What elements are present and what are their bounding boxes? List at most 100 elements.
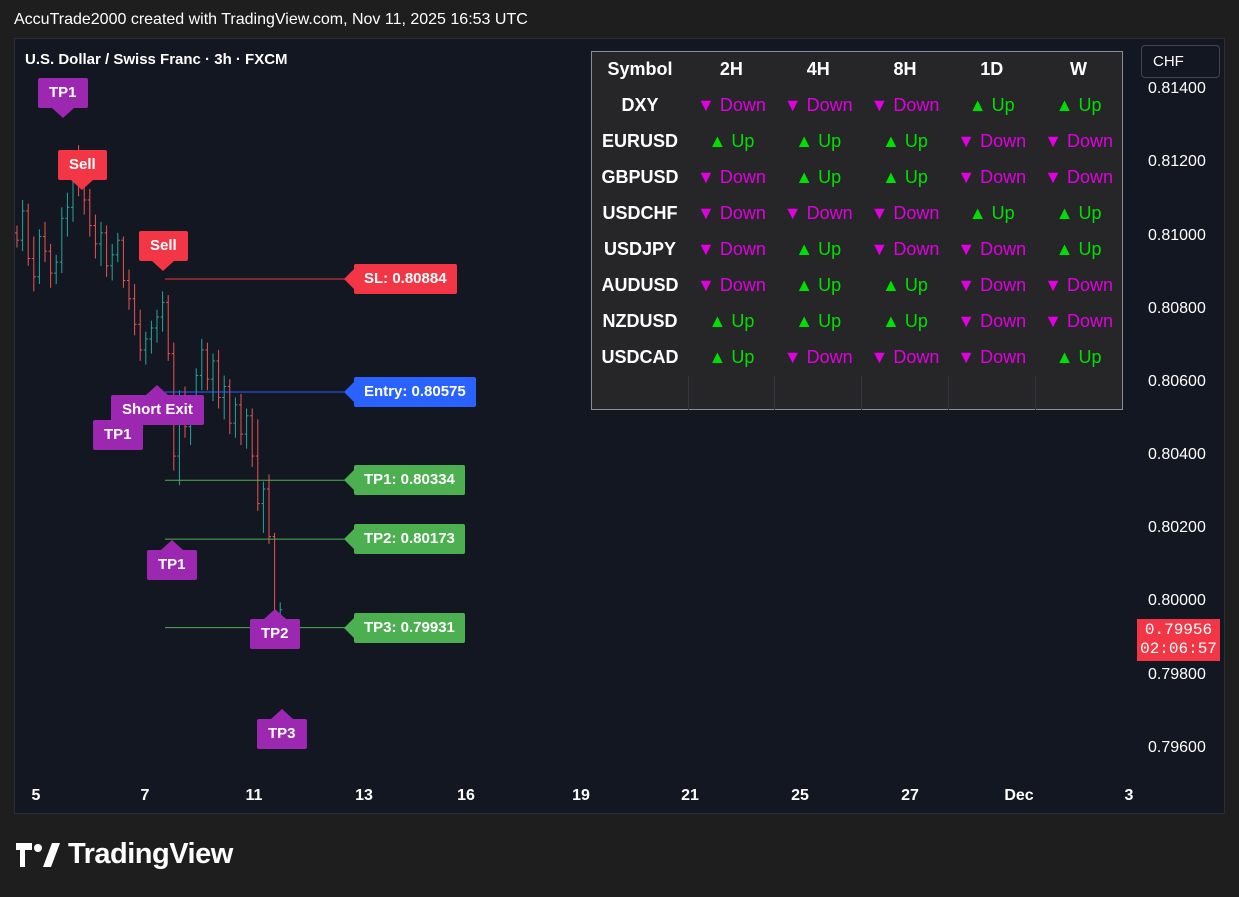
- header-4h: 4H: [806, 59, 830, 80]
- triangle-up-icon: ▲: [1055, 95, 1079, 115]
- trend-value: Down: [806, 203, 853, 223]
- trend-cell: ▼ Down: [1035, 304, 1122, 340]
- empty-cell: [688, 375, 776, 410]
- triangle-down-icon: ▼: [1044, 167, 1067, 187]
- trend-cell: ▼ Down: [948, 232, 1035, 268]
- trend-cell: ▲ Up: [775, 232, 862, 268]
- trend-cell: ▼ Down: [862, 340, 949, 376]
- trend-value: Down: [980, 167, 1027, 187]
- trend-symbol: GBPUSD: [601, 167, 679, 187]
- trend-cell: ▲ Up: [688, 340, 775, 376]
- triangle-down-icon: ▼: [697, 167, 720, 187]
- trend-cell: ▼ Down: [1035, 268, 1122, 304]
- chart-panel[interactable]: U.S. Dollar / Swiss Franc · 3h · FXCM SL…: [14, 38, 1225, 814]
- trend-value: Up: [1078, 239, 1102, 259]
- price-tick-label: 0.79800: [1148, 665, 1206, 683]
- header-1d: 1D: [980, 59, 1004, 80]
- trend-value: Up: [818, 275, 842, 295]
- date-tick-label: 5: [31, 787, 41, 804]
- trend-value: Up: [1078, 95, 1102, 115]
- tp1-marker-top: TP1: [38, 78, 88, 118]
- trend-symbol: NZDUSD: [602, 311, 678, 331]
- trend-cell: ▲ Up: [688, 304, 775, 340]
- triangle-up-icon: ▲: [795, 131, 819, 151]
- trend-value: Down: [893, 95, 940, 115]
- trend-row: NZDUSD ▲ Up ▲ Up ▲ Up ▼ Down ▼ Down: [592, 304, 1123, 340]
- price-tick-label: 0.80200: [1148, 519, 1206, 537]
- price-tick-label: 0.81000: [1148, 226, 1206, 244]
- trend-row: AUDUSD ▼ Down ▲ Up ▲ Up ▼ Down ▼ Down: [592, 268, 1123, 304]
- trend-cell: ▼ Down: [948, 340, 1035, 376]
- currency-selector[interactable]: CHF: [1141, 45, 1220, 78]
- price-tick-label: 0.81200: [1148, 153, 1206, 171]
- trend-cell: ▼ Down: [775, 88, 862, 124]
- triangle-down-icon: ▼: [957, 275, 981, 295]
- trend-value: Down: [1066, 311, 1113, 331]
- trend-cell: ▲ Up: [775, 160, 862, 196]
- empty-cell: [591, 375, 689, 410]
- trend-cell: ▲ Up: [1035, 196, 1122, 232]
- tp1-marker-mid: TP1: [93, 420, 143, 450]
- triangle-up-icon: ▲: [1055, 239, 1079, 259]
- triangle-up-icon: ▲: [968, 203, 992, 223]
- header-attribution: AccuTrade2000 created with TradingView.c…: [14, 11, 528, 28]
- tradingview-logo-icon: [16, 842, 60, 867]
- trend-cell: ▼ Down: [775, 340, 862, 376]
- trend-value: Down: [893, 347, 940, 367]
- triangle-down-icon: ▼: [957, 311, 981, 331]
- trend-value: Up: [731, 131, 755, 151]
- tp1-level-tag: TP1: 0.80334: [344, 465, 465, 496]
- triangle-down-icon: ▼: [870, 203, 894, 223]
- triangle-up-icon: ▲: [968, 95, 992, 115]
- triangle-down-icon: ▼: [783, 203, 807, 223]
- header-w: W: [1070, 59, 1088, 80]
- trend-value: Down: [893, 203, 940, 223]
- last-price-badge: 0.79956 02:06:57: [1137, 619, 1220, 661]
- bar-countdown: 02:06:57: [1140, 640, 1217, 658]
- trend-cell: ▼ Down: [948, 268, 1035, 304]
- trend-value: Down: [719, 167, 766, 187]
- trend-row: EURUSD ▲ Up ▲ Up ▲ Up ▼ Down ▼ Down: [592, 124, 1123, 160]
- triangle-up-icon: ▲: [795, 167, 819, 187]
- triangle-down-icon: ▼: [1044, 131, 1067, 151]
- trend-cell: ▼ Down: [1035, 124, 1122, 160]
- triangle-down-icon: ▼: [783, 95, 807, 115]
- triangle-up-icon: ▲: [795, 239, 819, 259]
- trend-value: Up: [904, 167, 928, 187]
- date-tick-label: 11: [245, 787, 263, 804]
- triangle-down-icon: ▼: [957, 347, 981, 367]
- triangle-down-icon: ▼: [957, 167, 981, 187]
- tradingview-logo[interactable]: TradingView: [16, 838, 233, 871]
- trend-cell: ▼ Down: [1035, 160, 1122, 196]
- trend-row: GBPUSD ▼ Down ▲ Up ▲ Up ▼ Down ▼ Down: [592, 160, 1123, 196]
- triangle-up-icon: ▲: [882, 311, 905, 331]
- triangle-down-icon: ▼: [870, 95, 894, 115]
- triangle-down-icon: ▼: [783, 347, 807, 367]
- trend-value: Up: [1078, 347, 1102, 367]
- entry-level-tag: Entry: 0.80575: [344, 377, 476, 408]
- trend-value: Down: [1066, 167, 1113, 187]
- triangle-up-icon: ▲: [708, 347, 732, 367]
- trend-value: Up: [818, 239, 842, 259]
- trend-value: Up: [818, 131, 842, 151]
- triangle-up-icon: ▲: [882, 167, 905, 187]
- trend-row: USDCHF ▼ Down ▼ Down ▼ Down ▲ Up ▲ Up: [592, 196, 1123, 232]
- trend-cell: ▲ Up: [862, 160, 949, 196]
- candles-group: [15, 145, 283, 643]
- triangle-up-icon: ▲: [708, 311, 732, 331]
- trend-value: Up: [818, 311, 842, 331]
- trend-cell: ▲ Up: [775, 268, 862, 304]
- brand-name: TradingView: [68, 838, 233, 870]
- trend-value: Up: [991, 203, 1015, 223]
- triangle-up-icon: ▲: [795, 275, 819, 295]
- triangle-down-icon: ▼: [697, 203, 720, 223]
- trend-cell: ▼ Down: [862, 196, 949, 232]
- trend-value: Down: [1066, 275, 1113, 295]
- date-tick-label: 7: [140, 787, 150, 804]
- trend-value: Down: [806, 95, 853, 115]
- trend-value: Down: [1066, 131, 1113, 151]
- trend-cell: ▲ Up: [862, 124, 949, 160]
- date-tick-label: 19: [572, 787, 590, 804]
- price-tick-label: 0.80400: [1148, 446, 1206, 464]
- trend-value: Down: [980, 131, 1027, 151]
